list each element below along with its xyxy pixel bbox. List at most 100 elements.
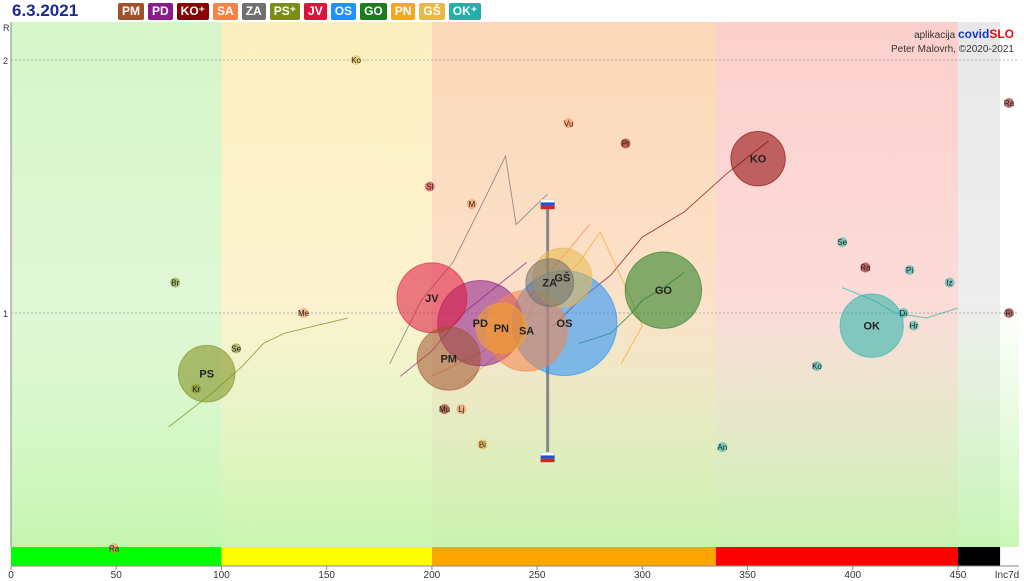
- town-dot: [1004, 308, 1014, 318]
- region-legend: PM PD KO⁺ SA ZA PS⁺ JV OS GO PN GŠ OK⁺: [118, 3, 482, 20]
- town-label: Se: [231, 344, 241, 353]
- town-label: Me: [298, 309, 310, 318]
- town-dot: [620, 138, 631, 149]
- credit-author: Peter Malovrh, ©2020-2021: [891, 44, 1014, 55]
- bubble-label: OS: [557, 318, 573, 330]
- credit: aplikacija covidSLO Peter Malovrh, ©2020…: [891, 27, 1014, 57]
- x-tick-label: 400: [844, 570, 861, 581]
- town-label: Sl: [426, 183, 433, 192]
- date-label: 6.3.2021: [12, 1, 79, 20]
- bubble-label: GŠ: [554, 272, 570, 285]
- town-dot: [860, 262, 871, 273]
- legend-pn: PN: [390, 3, 416, 20]
- zone-bar: [221, 547, 432, 566]
- town-dot: [191, 383, 202, 394]
- x-tick-label: 0: [8, 570, 14, 581]
- legend-go: GO: [360, 3, 387, 20]
- town-dot: [944, 277, 955, 288]
- flag-red: [540, 458, 555, 463]
- legend-ps: PS⁺: [269, 3, 301, 20]
- town-label: Pt: [622, 139, 630, 148]
- bubble-label: JV: [425, 293, 439, 305]
- credit-prefix: aplikacija: [914, 30, 956, 41]
- y-axis-label: R: [3, 23, 10, 33]
- legend-sa: SA: [213, 3, 238, 20]
- x-tick-label: 50: [111, 570, 123, 581]
- town-label: M: [469, 200, 476, 209]
- zone-bar: [958, 547, 1001, 566]
- town-label: Ko: [351, 56, 361, 65]
- bubble-label: PS: [199, 369, 214, 381]
- bubble-label: PD: [473, 318, 488, 330]
- zone-bar: [715, 547, 958, 566]
- x-tick-label: 100: [213, 570, 230, 581]
- town-label: Iz: [946, 279, 952, 288]
- town-label: An: [717, 443, 727, 452]
- town-label: Pi: [906, 266, 913, 275]
- x-tick-label: 300: [634, 570, 651, 581]
- y-tick-label: 2: [3, 56, 8, 66]
- town-label: Vu: [564, 119, 574, 128]
- legend-ok: OK⁺: [448, 3, 482, 20]
- legend-jv: JV: [304, 3, 327, 20]
- town-dot: [109, 543, 120, 554]
- town-dot: [231, 343, 242, 354]
- town-dot: [351, 55, 362, 65]
- header: 6.3.2021 PM PD KO⁺ SA ZA PS⁺ JV OS GO PN GŠ OK⁺: [0, 0, 1024, 22]
- flag-blue: [540, 455, 555, 459]
- town-label: Hr: [910, 322, 919, 331]
- zone-bar: [11, 547, 222, 566]
- town-label: Se: [837, 238, 847, 247]
- town-label: Ra: [860, 263, 871, 272]
- legend-ko: KO⁺: [176, 3, 210, 20]
- bubble-label: KO: [750, 154, 767, 166]
- x-axis-label: Inc7d: [995, 570, 1019, 581]
- town-dot: [908, 320, 919, 331]
- x-tick-label: 200: [424, 570, 441, 581]
- town-label: Di: [900, 309, 908, 318]
- town-dot: [466, 199, 477, 210]
- bubble-za: [525, 258, 575, 308]
- bubble-pm: [416, 326, 481, 391]
- bubble-label: PN: [494, 323, 509, 335]
- town-label: Bi: [479, 441, 486, 450]
- x-tick-label: 150: [318, 570, 335, 581]
- bubble-ok: [839, 293, 904, 358]
- bubble-label: ZA: [542, 278, 557, 290]
- x-tick-label: 450: [950, 570, 967, 581]
- town-dot: [812, 361, 823, 372]
- town-label: Mu: [439, 405, 450, 414]
- zone-bar: [431, 547, 716, 566]
- flag-blue: [540, 202, 555, 206]
- bubble-label: SA: [519, 326, 534, 338]
- town-label: Kr: [192, 385, 200, 394]
- flag-white: [540, 199, 555, 203]
- town-label: Lj: [458, 405, 464, 414]
- town-dot: [904, 264, 915, 275]
- bubble-label: PM: [440, 354, 457, 366]
- legend-os: OS: [330, 3, 357, 20]
- bubble-go: [624, 251, 703, 329]
- legend-pd: PD: [148, 3, 173, 20]
- bubble-pn: [475, 302, 527, 354]
- town-label: Br: [171, 279, 179, 288]
- town-label: Ri: [1005, 309, 1013, 318]
- bubble-ko: [730, 130, 786, 187]
- legend-pm: PM: [118, 3, 144, 20]
- flag-white: [540, 452, 555, 456]
- town-label: Ra: [1004, 99, 1015, 108]
- town-label: Ko: [812, 362, 822, 371]
- bubble-label: GO: [655, 285, 673, 297]
- town-dot: [717, 442, 728, 453]
- brand-covid: covid: [957, 27, 990, 41]
- town-dot: [1004, 98, 1014, 109]
- x-tick-label: 250: [529, 570, 546, 581]
- brand-slo: SLO: [989, 27, 1014, 41]
- town-dot: [837, 237, 848, 248]
- legend-gs: GŠ: [419, 3, 445, 20]
- bubble-label: OK: [863, 321, 880, 333]
- legend-za: ZA: [241, 3, 266, 20]
- town-dot: [424, 181, 435, 192]
- town-dot: [898, 308, 909, 318]
